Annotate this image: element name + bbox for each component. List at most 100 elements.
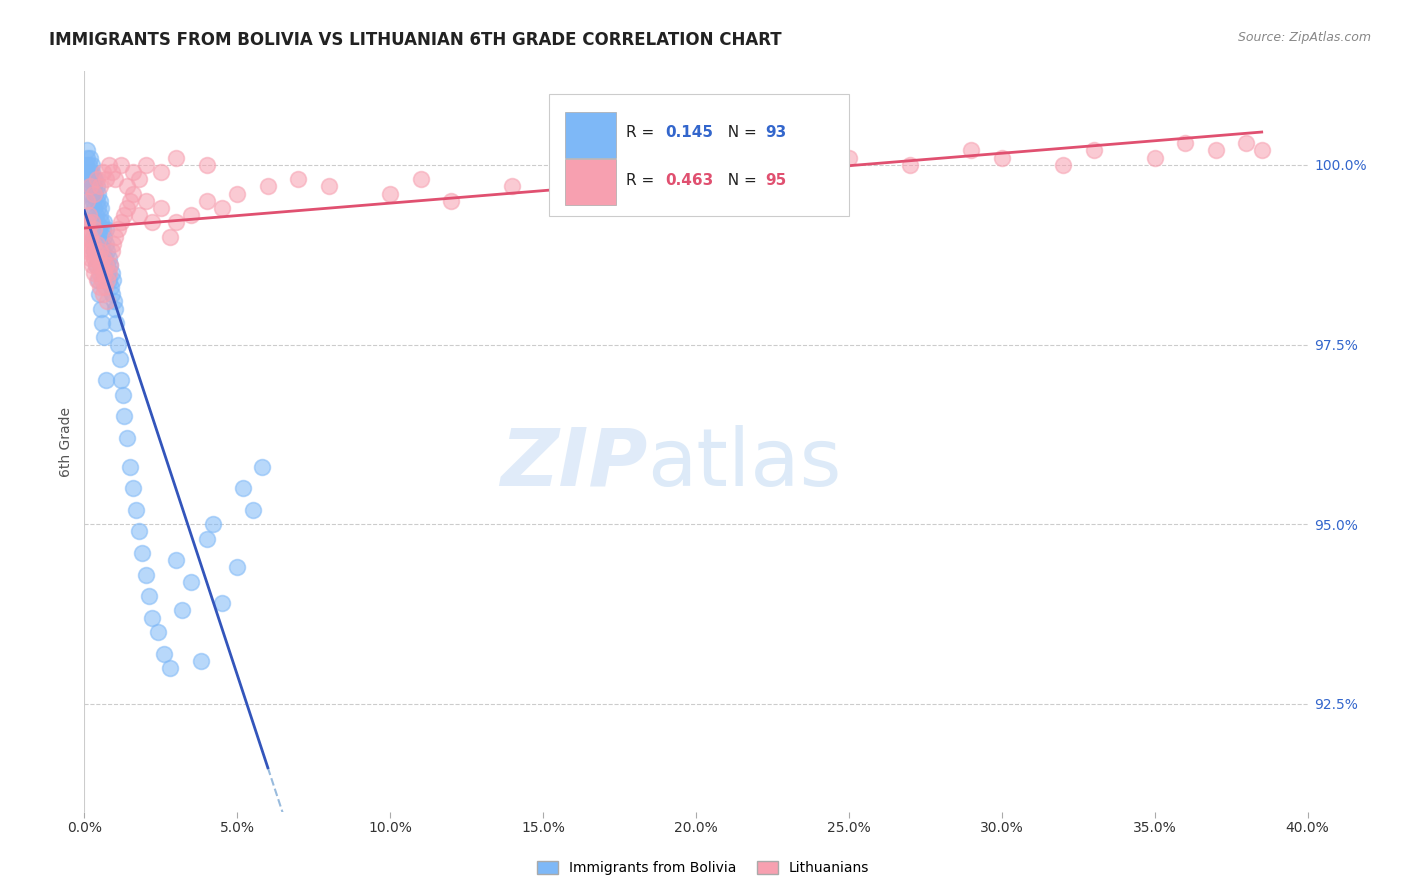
Point [96,374,118,388]
Point [89,280,111,294]
Point [77,236,100,251]
Point [76,144,98,158]
Point [107,337,129,351]
Point [87,201,110,215]
Point [89,229,111,244]
Point [165,215,187,229]
Point [80,215,103,229]
Point [76,151,98,165]
Point [141,610,163,624]
Point [86,172,108,186]
Point [135,158,157,172]
Point [91,273,114,287]
Point [107,222,129,236]
Y-axis label: 6th Grade: 6th Grade [59,407,73,476]
Point [77,222,100,236]
Point [83,201,105,215]
Point [75,158,97,172]
Point [87,222,110,236]
Point [440,194,463,208]
Point [94,222,117,236]
Point [110,374,132,388]
Point [128,172,150,186]
Point [226,560,249,574]
Point [87,252,110,266]
Point [654,172,676,186]
Point [77,208,100,222]
Point [75,229,97,244]
Point [103,294,125,309]
Point [747,165,769,179]
Point [90,215,112,229]
Point [80,215,103,229]
Point [76,172,98,186]
Point [122,481,145,495]
Point [195,194,218,208]
Point [79,179,101,194]
Point [115,179,138,194]
Point [125,503,148,517]
Point [80,165,103,179]
Point [93,215,115,229]
Text: 95: 95 [766,173,787,188]
Point [135,567,157,582]
Point [89,194,111,208]
FancyBboxPatch shape [565,112,616,158]
Point [112,409,135,424]
Point [91,244,114,258]
Text: 0.463: 0.463 [665,173,714,188]
Point [76,244,98,258]
Point [91,287,114,301]
Point [96,294,118,309]
Text: atlas: atlas [647,425,841,503]
Point [97,252,120,266]
Point [159,661,181,675]
Point [77,158,100,172]
Point [159,229,181,244]
Point [87,287,110,301]
Point [502,179,524,194]
Point [146,625,169,640]
Point [89,208,111,222]
Point [318,179,340,194]
Point [94,252,117,266]
FancyBboxPatch shape [550,94,849,216]
Point [79,151,101,165]
Point [83,222,105,236]
Point [86,215,108,229]
Point [98,273,121,287]
Point [77,186,100,201]
Point [93,330,115,344]
Point [84,208,107,222]
Point [103,236,125,251]
Point [141,215,163,229]
Point [101,266,124,280]
Point [91,236,114,251]
Point [1052,158,1074,172]
Point [76,165,98,179]
Point [960,144,983,158]
Point [98,259,121,273]
Point [82,194,104,208]
Point [83,252,105,266]
Point [86,273,108,287]
Point [97,266,120,280]
Point [97,158,120,172]
Point [83,186,105,201]
Point [89,244,111,258]
Point [87,266,110,280]
Point [562,172,585,186]
Point [149,165,172,179]
Point [76,215,98,229]
Point [91,165,114,179]
Point [84,259,107,273]
Point [128,208,150,222]
Point [211,596,233,610]
Point [96,259,118,273]
Point [90,316,112,330]
Point [86,236,108,251]
Point [101,165,124,179]
Point [105,316,128,330]
Text: N =: N = [718,125,762,140]
Point [96,244,118,258]
